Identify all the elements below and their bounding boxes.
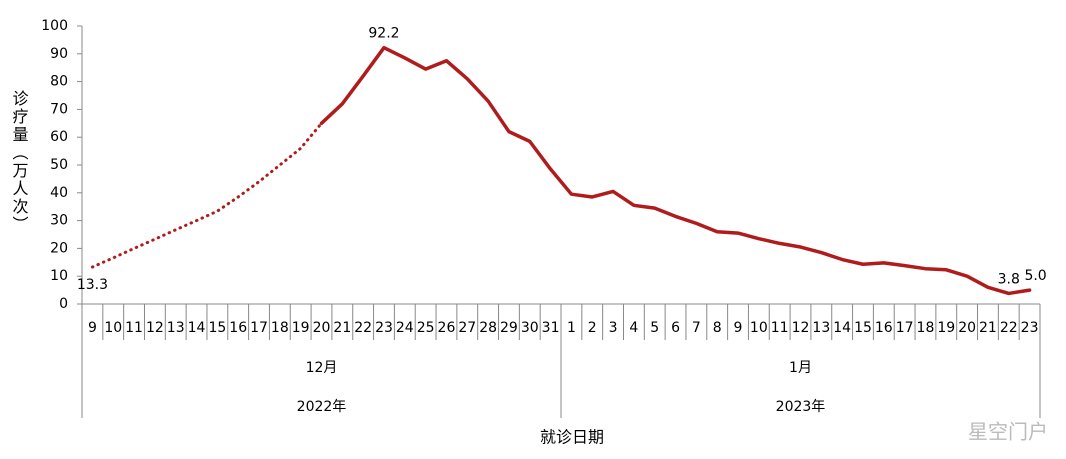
- x-tick-label: 12: [792, 320, 810, 336]
- x-tick-label: 19: [292, 320, 310, 336]
- x-tick-label: 18: [917, 320, 935, 336]
- data-label: 13.3: [77, 277, 108, 293]
- x-tick-label: 25: [417, 320, 435, 336]
- x-tick-label: 2: [588, 320, 597, 336]
- x-tick-label: 18: [271, 320, 289, 336]
- x-tick-label: 17: [896, 320, 914, 336]
- x-tick-label: 5: [650, 320, 659, 336]
- x-tick-label: 14: [833, 320, 851, 336]
- y-tick-label: 80: [50, 74, 68, 90]
- x-tick-label: 11: [771, 320, 789, 336]
- x-tick-label: 30: [521, 320, 539, 336]
- x-tick-label: 22: [354, 320, 372, 336]
- x-tick-label: 10: [104, 320, 122, 336]
- x-tick-label: 22: [1000, 320, 1018, 336]
- y-tick-label: 0: [59, 296, 68, 312]
- x-tick-label: 19: [937, 320, 955, 336]
- x-tick-label: 23: [1021, 320, 1039, 336]
- x-tick-label: 21: [333, 320, 351, 336]
- x-tick-label: 8: [713, 320, 722, 336]
- x-tick-label: 28: [479, 320, 497, 336]
- x-tick-label: 23: [375, 320, 393, 336]
- x-tick-label: 14: [188, 320, 206, 336]
- year-label: 2022年: [297, 399, 347, 415]
- x-tick-label: 20: [313, 320, 331, 336]
- x-tick-label: 26: [438, 320, 456, 336]
- y-axis-label: 诊疗量（万人次）: [10, 90, 29, 234]
- y-tick-label: 70: [50, 101, 68, 117]
- x-tick-label: 31: [542, 320, 560, 336]
- x-tick-label: 10: [750, 320, 768, 336]
- x-tick-label: 6: [671, 320, 680, 336]
- x-tick-label: 12: [146, 320, 164, 336]
- y-tick-label: 20: [50, 240, 68, 256]
- x-tick-label: 4: [629, 320, 638, 336]
- watermark: 星空门户: [968, 420, 1048, 444]
- x-tick-label: 20: [958, 320, 976, 336]
- x-tick-label: 21: [979, 320, 997, 336]
- month-label: 12月: [306, 360, 338, 376]
- x-tick-label: 13: [167, 320, 185, 336]
- x-tick-label: 15: [208, 320, 226, 336]
- y-tick-label: 10: [50, 268, 68, 284]
- data-label: 92.2: [368, 26, 399, 42]
- x-tick-label: 15: [854, 320, 872, 336]
- data-label: 5.0: [1024, 268, 1046, 284]
- year-label: 2023年: [776, 399, 826, 415]
- y-tick-label: 90: [50, 46, 68, 62]
- month-label: 1月: [789, 360, 812, 376]
- x-tick-label: 1: [567, 320, 576, 336]
- series-line: [90, 121, 323, 269]
- x-axis-label: 就诊日期: [540, 428, 604, 447]
- x-tick-label: 7: [692, 320, 701, 336]
- x-tick-label: 16: [875, 320, 893, 336]
- x-tick-label: 17: [250, 320, 268, 336]
- x-tick-label: 16: [229, 320, 247, 336]
- y-tick-label: 60: [50, 129, 68, 145]
- series-line: [319, 45, 1032, 296]
- x-tick-label: 11: [125, 320, 143, 336]
- x-tick-label: 3: [609, 320, 618, 336]
- data-label: 3.8: [998, 271, 1020, 287]
- x-tick-label: 9: [734, 320, 743, 336]
- x-tick-label: 13: [812, 320, 830, 336]
- y-tick-label: 50: [50, 157, 68, 173]
- y-tick-label: 100: [41, 18, 68, 34]
- y-tick-label: 30: [50, 213, 68, 229]
- x-tick-label: 9: [88, 320, 97, 336]
- y-tick-label: 40: [50, 185, 68, 201]
- x-tick-label: 27: [458, 320, 476, 336]
- x-tick-label: 29: [500, 320, 518, 336]
- x-tick-label: 24: [396, 320, 414, 336]
